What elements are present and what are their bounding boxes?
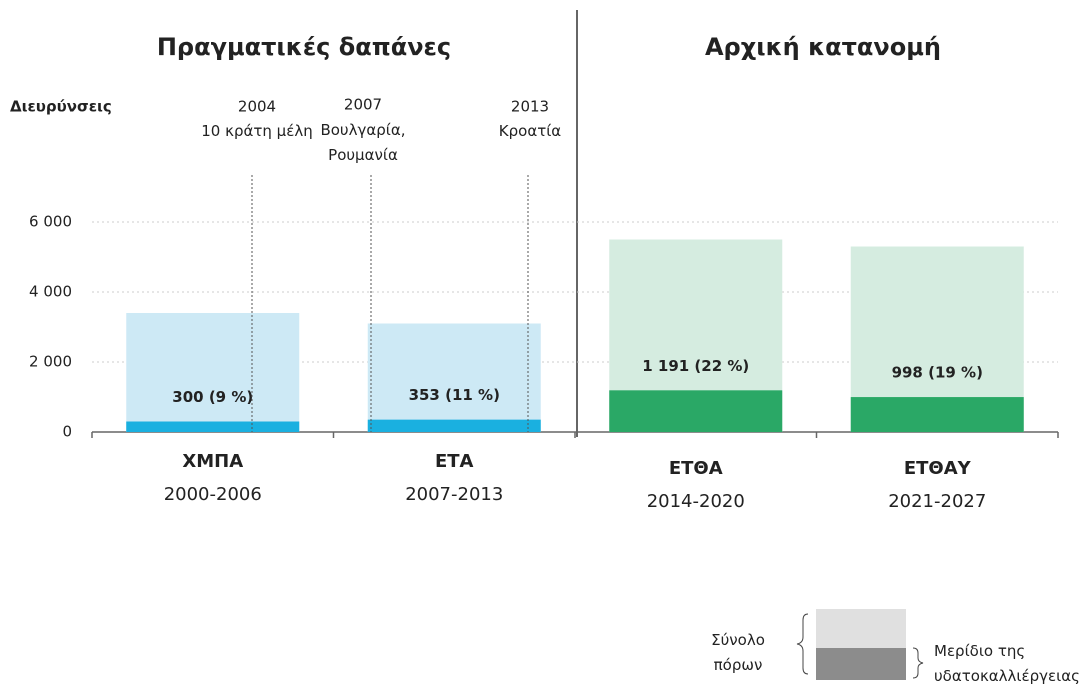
annotation-text: 10 κράτη μέλη bbox=[201, 122, 313, 140]
bar bbox=[367, 419, 541, 432]
bar bbox=[367, 323, 541, 432]
y-tick-label: 4 000 bbox=[29, 283, 72, 301]
value-label: 353 (11 %) bbox=[409, 386, 500, 404]
annotation-year: 2013 bbox=[511, 98, 549, 116]
legend-swatch bbox=[816, 648, 906, 680]
bar bbox=[126, 421, 300, 432]
y-tick-label: 6 000 bbox=[29, 213, 72, 231]
legend-swatch bbox=[816, 609, 906, 648]
legend-brace bbox=[912, 647, 924, 679]
legend-label: Σύνολο πόρων bbox=[711, 631, 765, 674]
y-tick-label: 2 000 bbox=[29, 353, 72, 371]
value-label: 300 (9 %) bbox=[172, 388, 253, 406]
section-title: Πραγματικές δαπάνες bbox=[157, 33, 451, 61]
annotation-text: Βουλγαρία, Ρουμανία bbox=[320, 121, 406, 164]
x-tick-label: 2014-2020 bbox=[647, 491, 745, 512]
x-tick-label: ΕΤΘΑ bbox=[669, 458, 723, 479]
x-tick-label: ΕΤΑ bbox=[435, 451, 474, 472]
x-tick-label: ΕΤΘΑΥ bbox=[904, 458, 972, 479]
y-tick-label: 0 bbox=[62, 423, 72, 441]
value-label: 1 191 (22 %) bbox=[642, 357, 749, 375]
x-tick-label: ΧΜΠΑ bbox=[182, 451, 243, 472]
annotation-year: 2007 bbox=[344, 96, 382, 114]
x-tick-label: 2021-2027 bbox=[888, 491, 986, 512]
bar bbox=[126, 313, 300, 432]
annotation-label: Διευρύνσεις bbox=[10, 98, 112, 116]
section-title: Αρχική κατανομή bbox=[705, 33, 941, 61]
x-tick-label: 2000-2006 bbox=[164, 484, 262, 505]
bar bbox=[850, 397, 1024, 432]
annotation-year: 2004 bbox=[238, 98, 276, 116]
bar bbox=[609, 390, 783, 432]
value-label: 998 (19 %) bbox=[892, 364, 983, 382]
legend-brace bbox=[796, 613, 809, 675]
legend-label: Μερίδιο της υδατοκαλλιέργειας bbox=[934, 642, 1080, 685]
x-tick-label: 2007-2013 bbox=[405, 484, 503, 505]
annotation-text: Κροατία bbox=[498, 122, 562, 140]
